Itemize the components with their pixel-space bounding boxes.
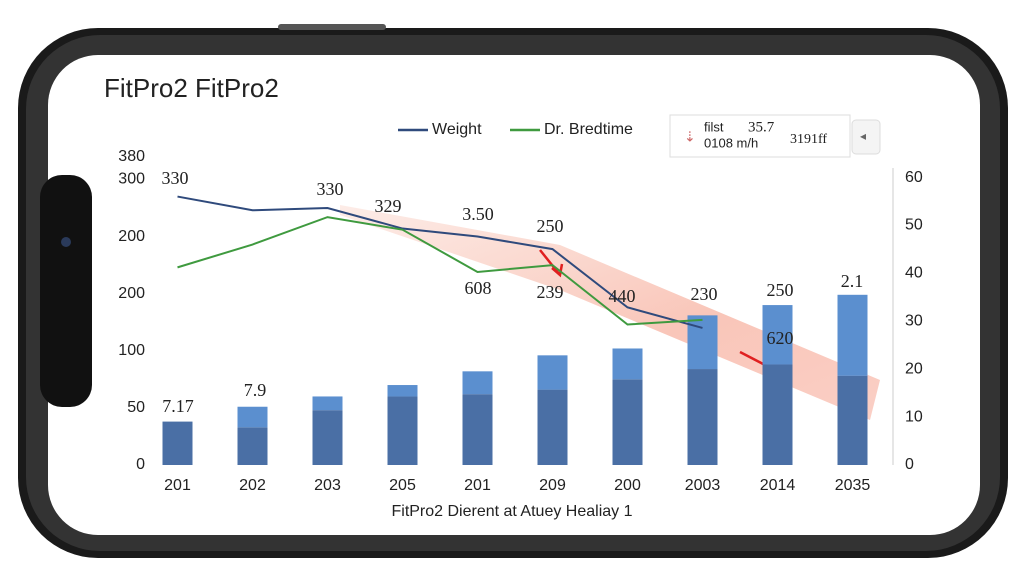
bar	[837, 294, 868, 376]
bar	[462, 394, 493, 465]
bar	[387, 385, 418, 397]
annotation: 329	[375, 196, 402, 216]
y2-tick-label: 50	[905, 217, 923, 234]
info-text: 0108 m/h	[704, 135, 758, 150]
y-tick-label: 0	[136, 456, 145, 473]
screen	[48, 55, 980, 535]
x-tick-label: 203	[314, 477, 341, 494]
button	[278, 24, 386, 30]
annotation: 330	[317, 179, 344, 199]
info-value: 35.7	[748, 119, 775, 135]
info-icon: ⇣	[684, 129, 696, 145]
annotation: 440	[609, 286, 636, 306]
y2-tick-label: 60	[905, 169, 923, 186]
info-box[interactable]	[669, 114, 851, 158]
annotation: 2.1	[841, 271, 864, 291]
line	[177, 195, 703, 329]
legend-label: Weight	[432, 121, 482, 138]
bar	[762, 364, 793, 465]
annotation: 7.9	[244, 380, 267, 400]
x-tick-label: 201	[164, 477, 191, 494]
annotation: 330	[162, 168, 189, 188]
x-axis-label: FitPro2 Dierent at Atuey Healiay 1	[391, 503, 632, 520]
camera	[61, 237, 71, 247]
annotation: 3.50	[462, 204, 494, 224]
bar	[312, 396, 343, 411]
x-tick-label: 202	[239, 477, 266, 494]
annotation: 620	[767, 328, 794, 348]
bar	[612, 379, 643, 465]
x-tick-label: 209	[539, 477, 566, 494]
bar	[537, 389, 568, 465]
annotation: 608	[465, 278, 492, 298]
bar	[462, 371, 493, 395]
y2-tick-label: 20	[905, 360, 923, 377]
bar	[312, 410, 343, 465]
y2-tick-label: 10	[905, 408, 923, 425]
y-tick-label: 300	[118, 171, 145, 188]
bar	[537, 355, 568, 390]
bar	[237, 406, 268, 428]
info-button-icon: ◂	[860, 129, 866, 143]
bar	[612, 348, 643, 380]
annotation: 250	[537, 216, 564, 236]
y2-tick-label: 30	[905, 313, 923, 330]
y-tick-label: 50	[127, 399, 145, 416]
bar	[687, 369, 718, 465]
y2-tick-label: 40	[905, 265, 923, 282]
chart-title: FitPro2 FitPro2	[104, 73, 279, 103]
y-tick-label: 200	[118, 228, 145, 245]
notch	[40, 175, 92, 407]
info-text: 3191ff	[790, 132, 827, 147]
info-text: filst	[704, 119, 724, 134]
info-button[interactable]	[851, 119, 881, 155]
legend-label: Dr. Bredtime	[544, 121, 633, 138]
x-tick-label: 2003	[685, 477, 721, 494]
bar	[687, 315, 718, 370]
bar	[387, 396, 418, 465]
annotation: 250	[767, 280, 794, 300]
x-tick-label: 2035	[835, 477, 871, 494]
annotation: 230	[691, 284, 718, 304]
x-tick-label: 201	[464, 477, 491, 494]
x-tick-label: 205	[389, 477, 416, 494]
annotation: 7.17	[162, 396, 194, 416]
bar	[762, 305, 793, 365]
y-tick-label: 380	[118, 148, 145, 165]
x-tick-label: 200	[614, 477, 641, 494]
annotation: 239	[537, 282, 564, 302]
bar	[237, 427, 268, 465]
y-tick-label: 100	[118, 342, 145, 359]
y-tick-label: 200	[118, 285, 145, 302]
line	[177, 216, 703, 326]
bar	[162, 421, 193, 465]
x-tick-label: 2014	[760, 477, 796, 494]
trend-band	[340, 205, 880, 420]
bar	[837, 375, 868, 465]
y2-tick-label: 0	[905, 456, 914, 473]
